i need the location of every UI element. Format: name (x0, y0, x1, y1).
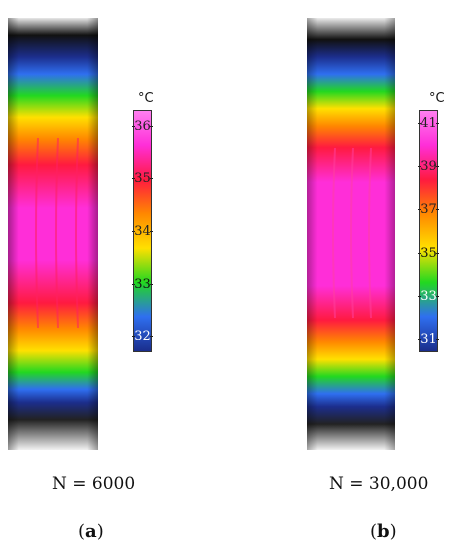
thermal-image-a (8, 18, 98, 450)
caption-a: N = 6000 (52, 474, 136, 494)
colorbar-tick-label: 34 (132, 224, 153, 239)
colorbar-tick-label: 32 (132, 329, 153, 345)
colorbar-unit-a: °C (138, 91, 154, 106)
colorbar-tick-label: 37 (418, 202, 439, 218)
colorbar-unit-b: °C (429, 91, 445, 106)
thermal-image-b (307, 18, 395, 450)
sublabel-b: (b) (370, 521, 397, 542)
colorbar-tick-label: 35 (132, 171, 153, 187)
colorbar-tick-label: 35 (418, 245, 439, 261)
colorbar-tick-label: 31 (418, 332, 439, 348)
colorbar-tick-label: 33 (418, 288, 439, 304)
sublabel-a: (a) (78, 521, 104, 542)
panel-b: °C 41 39 37 35 33 31 N = 30,000 (b) (233, 0, 466, 550)
colorbar-tick-label: 39 (418, 159, 439, 175)
colorbar-b (419, 110, 438, 352)
colorbar-tick-label: 36 (132, 118, 153, 134)
colorbar-tick-label: 41 (418, 115, 439, 131)
caption-b: N = 30,000 (329, 474, 429, 494)
panel-a: °C 36 35 34 33 32 N = 6000 (a) (8, 18, 154, 542)
colorbar-tick-label: 33 (132, 276, 153, 292)
